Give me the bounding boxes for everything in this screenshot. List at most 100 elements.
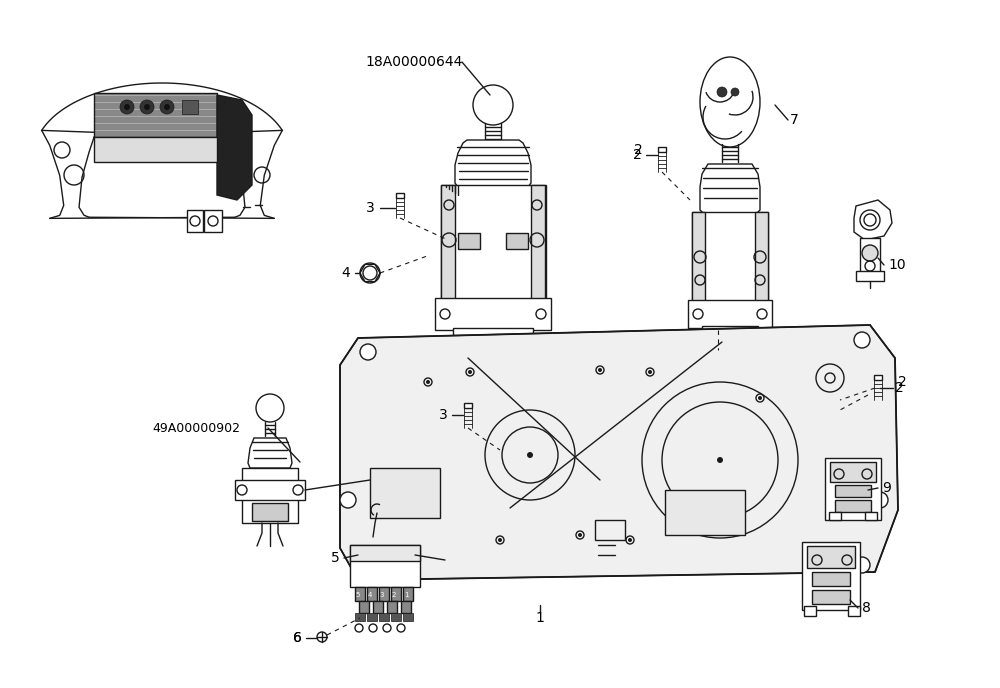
Bar: [702, 370, 724, 385]
Bar: [711, 367, 716, 373]
Circle shape: [426, 380, 430, 384]
Text: 5: 5: [331, 551, 340, 565]
Circle shape: [120, 100, 134, 114]
Bar: [453, 328, 533, 350]
Bar: [595, 520, 625, 540]
Text: 2: 2: [898, 375, 907, 389]
Bar: [94, 137, 217, 162]
Polygon shape: [854, 200, 892, 240]
Circle shape: [862, 245, 878, 261]
Bar: [702, 370, 724, 385]
Bar: [473, 420, 479, 425]
Text: 9: 9: [882, 481, 891, 495]
Bar: [359, 601, 369, 613]
Polygon shape: [692, 212, 705, 302]
Bar: [874, 375, 882, 380]
Bar: [449, 406, 455, 411]
Bar: [187, 210, 203, 232]
Bar: [441, 406, 447, 411]
Bar: [379, 587, 389, 601]
Ellipse shape: [700, 57, 760, 147]
Bar: [503, 348, 523, 356]
Bar: [665, 490, 745, 535]
Text: 10: 10: [888, 258, 906, 272]
Bar: [807, 546, 855, 568]
Circle shape: [360, 560, 376, 576]
Text: 4: 4: [368, 592, 372, 598]
Circle shape: [498, 538, 502, 542]
Bar: [728, 370, 750, 385]
Circle shape: [854, 557, 870, 573]
Bar: [457, 413, 463, 418]
Bar: [204, 210, 222, 232]
Circle shape: [473, 85, 513, 125]
Bar: [692, 212, 768, 302]
Circle shape: [648, 370, 652, 374]
Bar: [449, 413, 455, 418]
Bar: [441, 427, 447, 432]
Bar: [355, 613, 365, 621]
Text: 6: 6: [293, 631, 302, 645]
Bar: [463, 348, 483, 356]
Circle shape: [717, 87, 727, 97]
Bar: [391, 587, 401, 601]
Bar: [449, 420, 455, 425]
Bar: [458, 233, 480, 249]
Bar: [403, 587, 413, 601]
Circle shape: [731, 88, 739, 96]
Text: 3: 3: [439, 408, 448, 422]
Text: 6: 6: [293, 631, 302, 645]
Bar: [856, 271, 884, 281]
Bar: [367, 613, 377, 621]
Bar: [373, 601, 383, 613]
Text: 2: 2: [392, 592, 396, 598]
Bar: [457, 427, 463, 432]
Circle shape: [717, 457, 723, 463]
Text: 7: 7: [790, 113, 799, 127]
Bar: [848, 606, 860, 616]
Bar: [355, 587, 365, 601]
Circle shape: [164, 104, 170, 110]
Bar: [252, 503, 288, 521]
Bar: [350, 545, 420, 587]
Circle shape: [360, 344, 376, 360]
Circle shape: [758, 396, 762, 400]
Polygon shape: [217, 95, 252, 200]
Bar: [391, 613, 401, 621]
Bar: [658, 147, 666, 152]
Bar: [441, 420, 447, 425]
Circle shape: [598, 368, 602, 372]
Circle shape: [124, 104, 130, 110]
Bar: [830, 462, 876, 482]
Polygon shape: [441, 185, 455, 300]
Bar: [350, 545, 420, 561]
Bar: [473, 413, 479, 418]
Text: 8: 8: [862, 601, 871, 615]
Bar: [441, 413, 447, 418]
Bar: [438, 403, 483, 438]
Bar: [835, 500, 871, 512]
Bar: [401, 601, 411, 613]
Bar: [804, 606, 816, 616]
Circle shape: [144, 104, 150, 110]
Bar: [865, 512, 877, 520]
Polygon shape: [700, 164, 760, 214]
Bar: [688, 300, 772, 328]
Polygon shape: [340, 325, 898, 580]
Bar: [465, 406, 471, 411]
Bar: [728, 370, 750, 385]
Bar: [812, 590, 850, 604]
Bar: [457, 420, 463, 425]
Bar: [473, 406, 479, 411]
Bar: [717, 367, 722, 373]
Bar: [242, 468, 298, 523]
Bar: [829, 512, 841, 520]
Polygon shape: [755, 212, 768, 302]
Bar: [235, 480, 305, 500]
Bar: [441, 185, 546, 300]
Circle shape: [160, 100, 174, 114]
Circle shape: [140, 100, 154, 114]
Bar: [812, 572, 850, 586]
Bar: [457, 406, 463, 411]
Bar: [825, 458, 881, 520]
